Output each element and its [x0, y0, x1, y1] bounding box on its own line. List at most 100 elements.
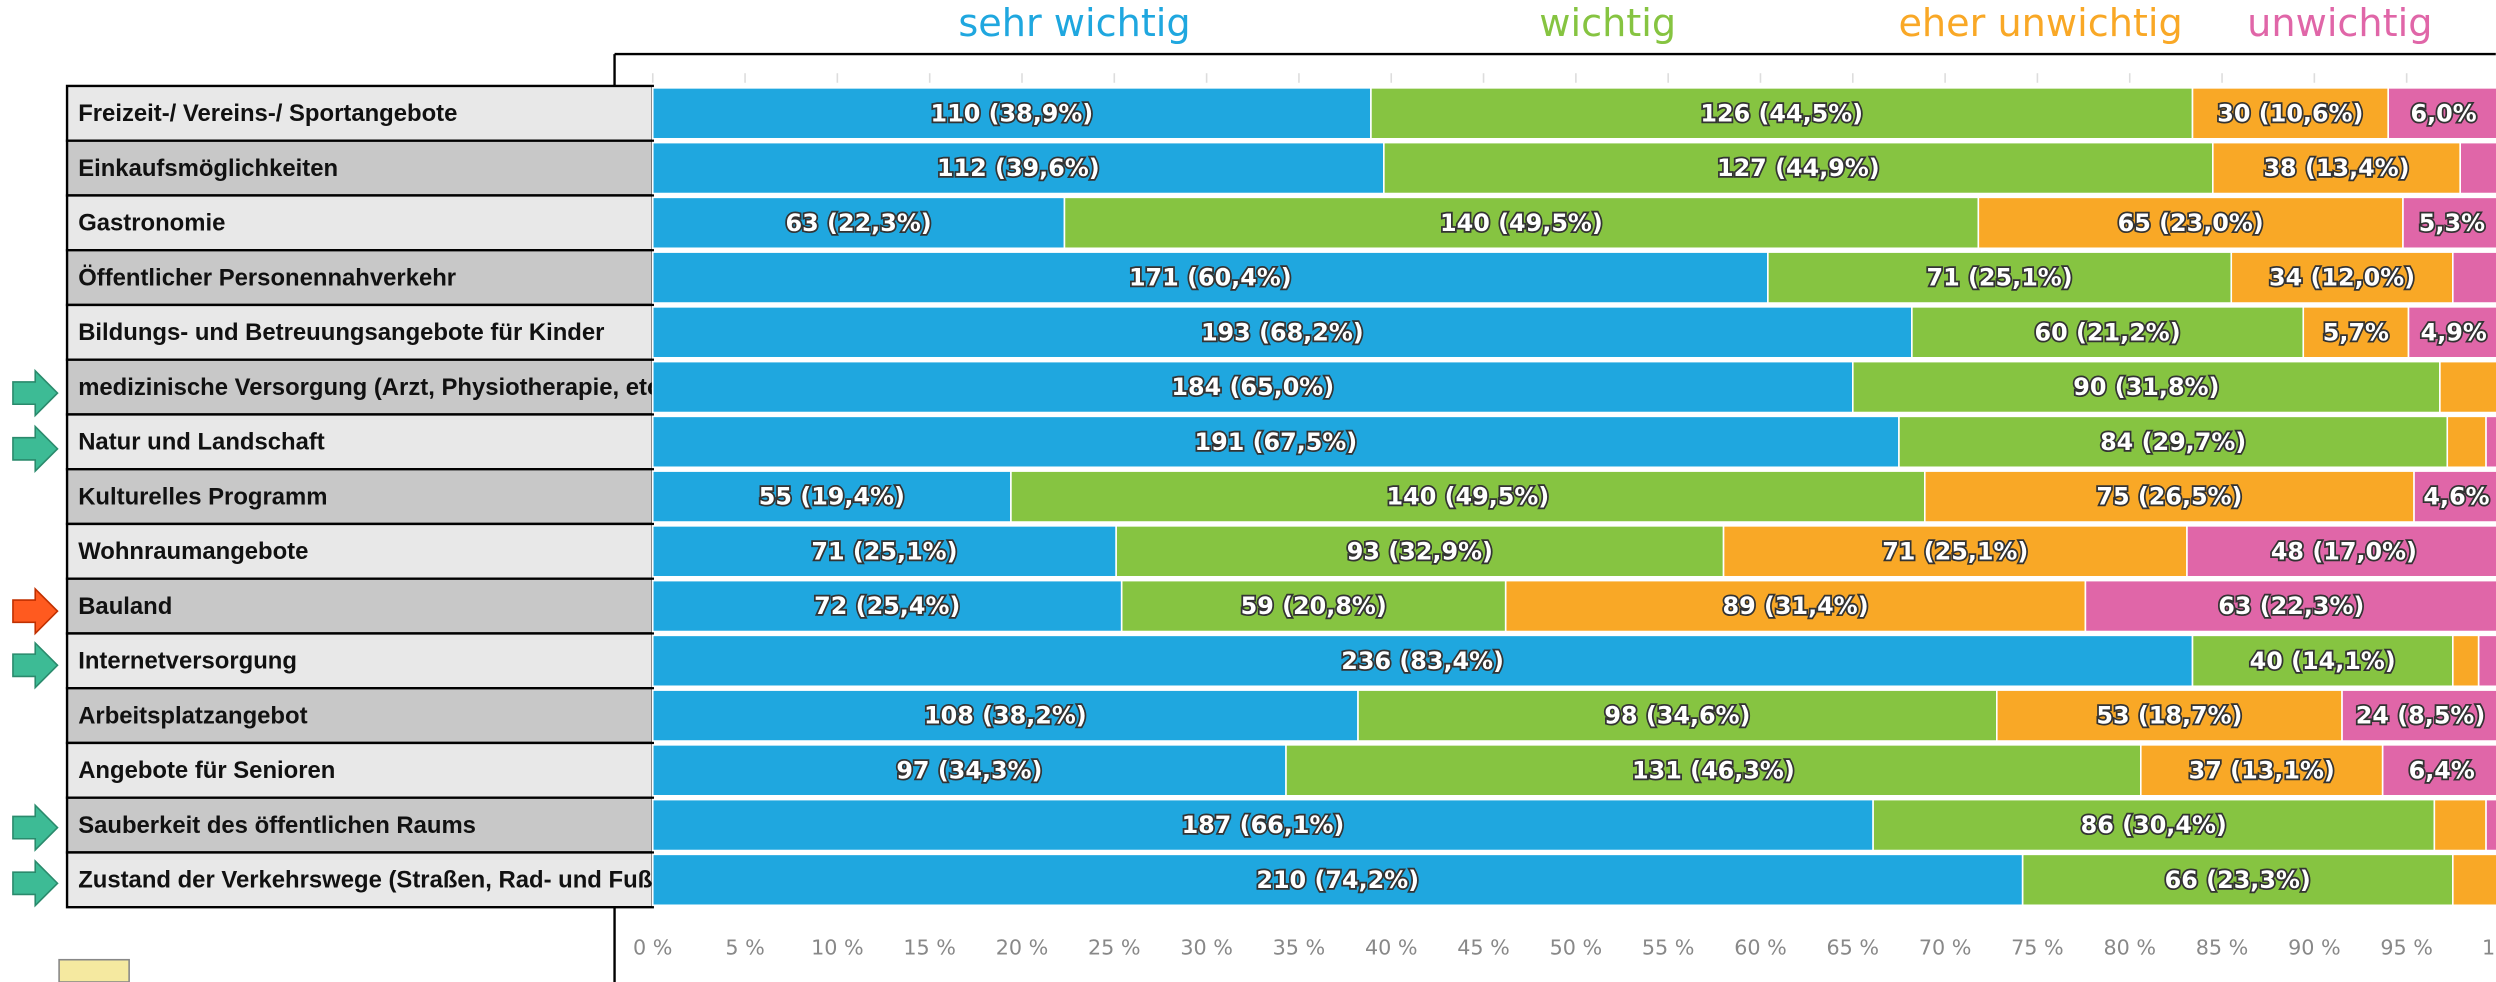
- bar-segment: [1010, 470, 1926, 523]
- value-label: 34 (12,0%): [2269, 264, 2415, 292]
- arrow: [12, 586, 59, 636]
- x-tick-label: 60 %: [1734, 936, 1787, 960]
- bar-segment: [651, 579, 1123, 633]
- category-label: Angebote für Senioren: [78, 757, 335, 784]
- value-label: 71 (25,1%): [811, 537, 957, 565]
- bar-segment: [2407, 306, 2496, 359]
- label-box: [65, 249, 654, 307]
- bar-segment: [2485, 415, 2496, 469]
- bar-segment: [2302, 306, 2410, 359]
- value-label: 72 (25,4%): [814, 592, 960, 620]
- value-label: 40 (14,1%): [2250, 647, 2396, 675]
- category-label: Öffentlicher Personennahverkehr: [78, 264, 456, 291]
- x-tick-label: 70 %: [1919, 936, 1972, 960]
- bar-segment: [2084, 579, 2496, 633]
- bar-segment: [2341, 689, 2496, 742]
- bar-segment: [651, 744, 1287, 797]
- x-tick-label: 40 %: [1365, 936, 1418, 960]
- category-label: Kulturelles Programm: [78, 483, 327, 510]
- value-label: 4,6%: [2423, 483, 2489, 511]
- x-tick-label: 55 %: [1642, 936, 1695, 960]
- value-label: 89 (31,4%): [1723, 592, 1869, 620]
- bar-segment: [2387, 87, 2496, 140]
- category-label: medizinische Versorgung (Arzt, Physiothe…: [78, 374, 675, 401]
- value-label: 97 (34,3%): [896, 756, 1042, 784]
- bar-segment: [651, 415, 1900, 469]
- value-label: 6,4%: [2409, 756, 2475, 784]
- value-label: 66 (23,3%): [2165, 866, 2311, 894]
- value-label: 53 (18,7%): [2096, 702, 2242, 730]
- value-label: 30 (10,6%): [2217, 99, 2363, 127]
- label-box: [65, 303, 654, 361]
- bar-segment: [2439, 360, 2496, 414]
- category-label: Natur und Landschaft: [78, 429, 325, 456]
- value-label: 4,9%: [2421, 318, 2487, 346]
- category-labels: Freizeit-/ Vereins-/ Sportangebote Einkau…: [65, 84, 720, 909]
- bar-segment: [1063, 196, 1980, 250]
- x-tick-label: 35 %: [1273, 936, 1326, 960]
- value-label: 110 (38,9%): [930, 99, 1093, 127]
- x-tick-label: 15 %: [903, 936, 956, 960]
- category-label: Gastronomie: [78, 210, 225, 237]
- value-label: 98 (34,6%): [1604, 702, 1750, 730]
- legend-label: unwichtig: [2247, 2, 2432, 46]
- category-label: Internetversorgung: [78, 648, 297, 675]
- x-tick-label: 10 %: [811, 936, 864, 960]
- value-label: 84 (29,7%): [2100, 428, 2246, 456]
- bar-segment: [2433, 798, 2487, 852]
- bar-segment: [1872, 798, 2436, 852]
- x-tick-label: 20 %: [996, 936, 1049, 960]
- bar-segment: [651, 141, 1385, 195]
- value-label: 90 (31,8%): [2073, 373, 2219, 401]
- bar-segment: [2477, 634, 2496, 688]
- x-tick-label: 50 %: [1550, 936, 1603, 960]
- legend-label: eher unwichtig: [1898, 2, 2182, 46]
- bar-segment: [2381, 744, 2496, 797]
- bar-segment: [1285, 744, 2142, 797]
- category-label: Zustand der Verkehrswege (Straßen, Rad- …: [78, 867, 720, 894]
- bar-segment: [651, 360, 1854, 414]
- bar-segment: [2212, 141, 2462, 195]
- value-label: 71 (25,1%): [1882, 537, 2028, 565]
- bar-segment: [1924, 470, 2415, 523]
- x-tick-label: 80 %: [2103, 936, 2156, 960]
- bar-segment: [651, 689, 1359, 742]
- x-tick-label: 65 %: [1827, 936, 1880, 960]
- category-label: Einkaufsmöglichkeiten: [78, 155, 338, 182]
- bar-segment: [1911, 306, 2305, 359]
- value-label: 48 (17,0%): [2271, 537, 2417, 565]
- bar-segment: [651, 251, 1769, 304]
- value-label: 187 (66,1%): [1182, 811, 1345, 839]
- category-label: Arbeitsplatzangebot: [78, 702, 307, 729]
- x-tick-label: 90 %: [2288, 936, 2341, 960]
- value-label: 86 (30,4%): [2081, 811, 2227, 839]
- value-label: 184 (65,0%): [1171, 373, 1334, 401]
- bar-segment: [2402, 196, 2496, 250]
- value-label: 126 (44,5%): [1700, 99, 1863, 127]
- x-tick-label: 5 %: [725, 936, 764, 960]
- label-box: [65, 741, 654, 799]
- arrows: [12, 368, 59, 908]
- value-label: 171 (60,4%): [1129, 264, 1292, 292]
- bar-segment: [2452, 251, 2496, 304]
- x-tick-label: 25 %: [1088, 936, 1141, 960]
- value-label: 60 (21,2%): [2035, 318, 2181, 346]
- value-label: 6,0%: [2410, 99, 2476, 127]
- bar-segment: [1504, 579, 2087, 633]
- value-label: 38 (13,4%): [2263, 154, 2409, 182]
- label-box: [65, 796, 654, 854]
- bar-segment: [1722, 525, 2188, 578]
- bar-segment: [2452, 634, 2480, 688]
- value-label: 236 (83,4%): [1341, 647, 1504, 675]
- bar-segment: [651, 196, 1066, 250]
- category-label: Bauland: [78, 593, 172, 620]
- value-label: 140 (49,5%): [1440, 209, 1603, 237]
- bar-segment: [1898, 415, 2449, 469]
- x-tick-label: 45 %: [1457, 936, 1510, 960]
- bar-segment: [651, 798, 1874, 852]
- value-label: 63 (22,3%): [786, 209, 932, 237]
- value-label: 5,3%: [2419, 209, 2485, 237]
- bar-segment: [651, 853, 2024, 907]
